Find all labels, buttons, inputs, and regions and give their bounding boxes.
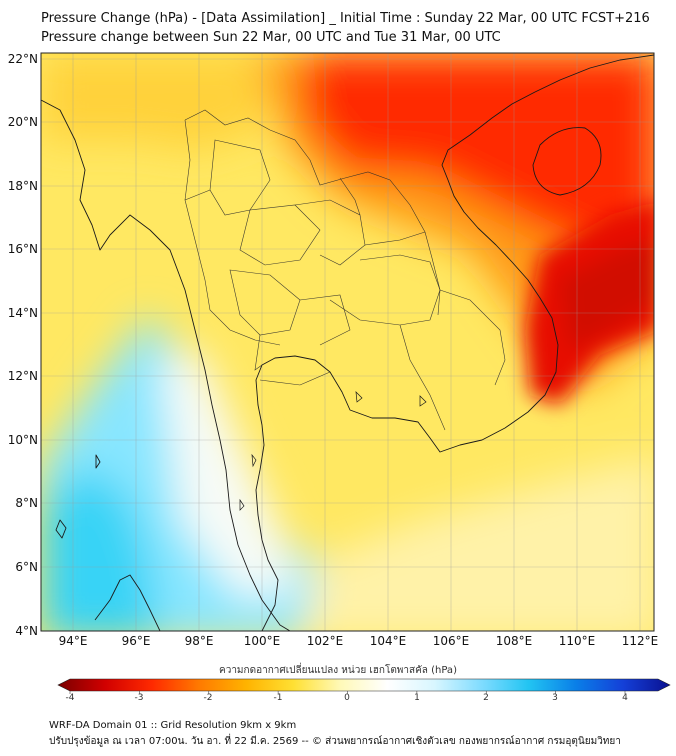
colorbar-tick-label: -3	[134, 693, 144, 703]
lat-label: 16°N	[8, 242, 38, 256]
admin-borders	[184, 109, 506, 431]
lon-label: 100°E	[244, 634, 281, 648]
lon-label: 104°E	[370, 634, 407, 648]
colorbar-tick-label: 0	[344, 693, 350, 703]
lon-label: 98°E	[185, 634, 214, 648]
colorbar-tick-label: 3	[552, 693, 558, 703]
lat-label: 22°N	[8, 52, 38, 66]
islands	[239, 391, 427, 511]
longitude-labels: 94°E 96°E 98°E 100°E 102°E 104°E 106°E 1…	[59, 634, 659, 648]
lat-label: 8°N	[15, 496, 38, 510]
footer-credit: ปรับปรุงข้อมูล ณ เวลา 07:00น. วัน อา. ที…	[49, 736, 621, 747]
colorbar-tick-label: 2	[483, 693, 489, 703]
lat-label: 20°N	[8, 115, 38, 129]
lat-label: 18°N	[8, 179, 38, 193]
colorbar-tick-label: 4	[622, 693, 628, 703]
lat-label: 10°N	[8, 433, 38, 447]
lon-label: 102°E	[307, 634, 344, 648]
latitude-labels: 22°N 20°N 18°N 16°N 14°N 12°N 10°N 8°N 6…	[8, 52, 38, 638]
colorbar-tick-label: -4	[65, 693, 75, 703]
lon-label: 112°E	[622, 634, 659, 648]
lat-label: 6°N	[15, 560, 38, 574]
lat-label: 14°N	[8, 306, 38, 320]
map-title: Pressure Change (hPa) - [Data Assimilati…	[41, 11, 650, 26]
pressure-field	[41, 53, 654, 631]
lat-label: 4°N	[15, 624, 38, 638]
colorbar-tick-label: -2	[203, 693, 213, 703]
colorbar-tick-label: 1	[414, 693, 420, 703]
colorbar-tick-label: -1	[273, 693, 283, 703]
map-subtitle: Pressure change between Sun 22 Mar, 00 U…	[41, 30, 501, 45]
lon-label: 96°E	[122, 634, 151, 648]
lat-label: 12°N	[8, 369, 38, 383]
lon-label: 110°E	[559, 634, 596, 648]
lon-label: 108°E	[496, 634, 533, 648]
colorbar-title: ความกดอากาศเปลี่ยนแปลง หน่วย เฮกโตพาสคัล…	[219, 665, 457, 676]
colorbar-bar	[57, 678, 671, 692]
map-frame	[40, 52, 655, 632]
coastlines	[41, 54, 654, 631]
footer-domain-info: WRF-DA Domain 01 :: Grid Resolution 9km …	[49, 720, 297, 731]
colorbar	[57, 678, 671, 694]
lon-label: 106°E	[433, 634, 470, 648]
graticule	[41, 53, 654, 631]
lon-label: 94°E	[59, 634, 88, 648]
